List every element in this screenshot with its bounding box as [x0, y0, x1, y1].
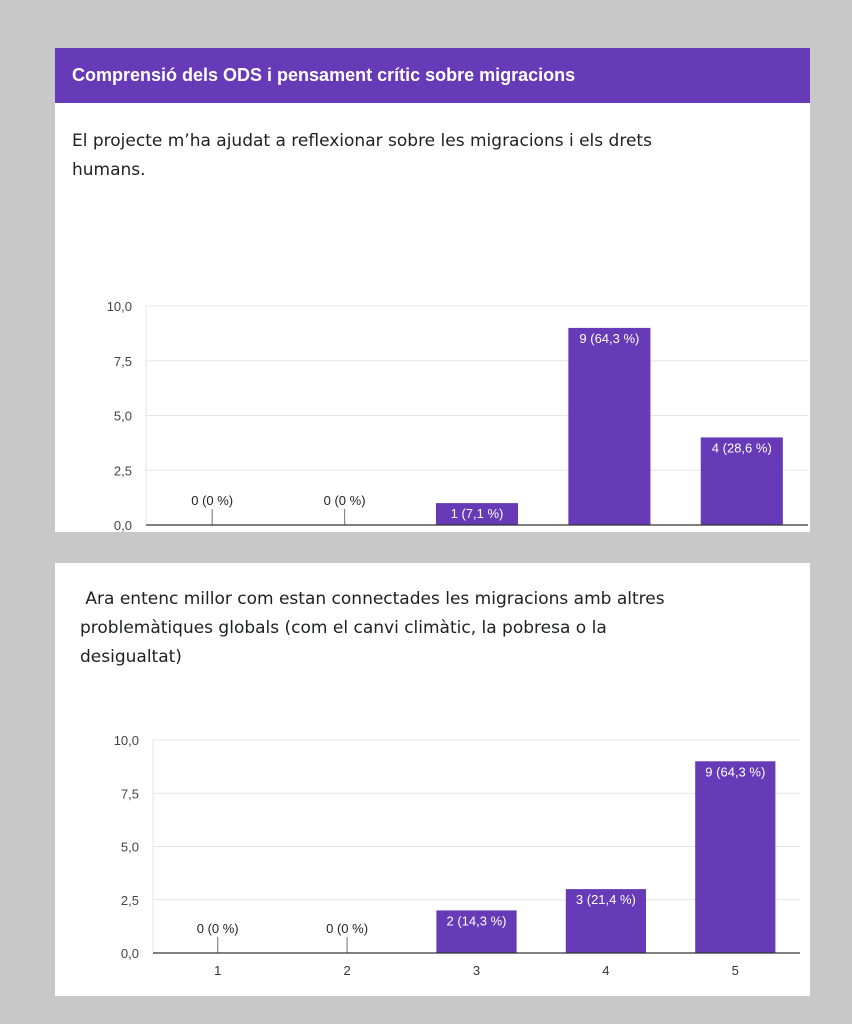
y-tick-label: 7,5 [114, 354, 132, 369]
data-label: 0 (0 %) [326, 921, 368, 936]
x-tick-label: 4 [602, 963, 609, 978]
y-tick-label: 2,5 [114, 463, 132, 478]
bar [695, 761, 776, 953]
question-card-2: Ara entenc millor com estan connectades … [55, 563, 810, 996]
bar [435, 503, 519, 525]
y-tick-label: 0,0 [114, 518, 132, 533]
x-tick-label: 2 [341, 535, 348, 538]
bar [700, 437, 783, 525]
data-label: 0 (0 %) [197, 921, 239, 936]
x-tick-label: 1 [209, 535, 216, 538]
x-tick-label: 3 [473, 535, 480, 538]
y-tick-label: 5,0 [121, 840, 139, 855]
question-card-1: Comprensió dels ODS i pensament crític s… [55, 48, 810, 538]
bar-chart-2: 0,0 2,5 5,0 7,5 10,0 0 (0 %) 1 0 (0 %) 2 2 (14,3 … [114, 733, 800, 978]
data-label: 3 (21,4 %) [576, 892, 636, 907]
y-tick-label: 5,0 [114, 409, 132, 424]
data-label: 9 (64,3 %) [579, 331, 639, 346]
data-label: 1 (7,1 %) [451, 506, 504, 521]
question-text-2: Ara entenc millor com estan connectades … [80, 589, 670, 667]
bar-chart-1: 0,0 2,5 5,0 7,5 10,0 0 (0 %) 1 0 (0 %) 2 1 (7,1 %… [107, 299, 808, 538]
x-tick-label: 3 [473, 963, 480, 978]
y-tick-label: 10,0 [107, 299, 132, 314]
x-tick-label: 5 [738, 535, 745, 538]
section-header: Comprensió dels ODS i pensament crític s… [55, 48, 810, 103]
data-label: 0 (0 %) [324, 493, 366, 508]
data-label: 4 (28,6 %) [712, 440, 772, 455]
bar [568, 327, 651, 525]
y-tick-label: 10,0 [114, 733, 139, 748]
question-text-1: El projecte m’ha ajudat a reflexionar so… [72, 131, 652, 180]
x-tick-label: 4 [606, 535, 613, 538]
data-label: 2 (14,3 %) [447, 913, 507, 928]
section-title: Comprensió dels ODS i pensament crític s… [72, 65, 576, 85]
data-label: 0 (0 %) [191, 493, 233, 508]
y-tick-label: 7,5 [121, 786, 139, 801]
x-tick-label: 2 [343, 963, 350, 978]
data-label: 9 (64,3 %) [705, 764, 765, 779]
x-tick-label: 1 [214, 963, 221, 978]
bar [436, 910, 517, 953]
y-tick-label: 2,5 [121, 893, 139, 908]
bar [565, 889, 647, 953]
x-tick-label: 5 [732, 963, 739, 978]
y-tick-label: 0,0 [121, 946, 139, 961]
